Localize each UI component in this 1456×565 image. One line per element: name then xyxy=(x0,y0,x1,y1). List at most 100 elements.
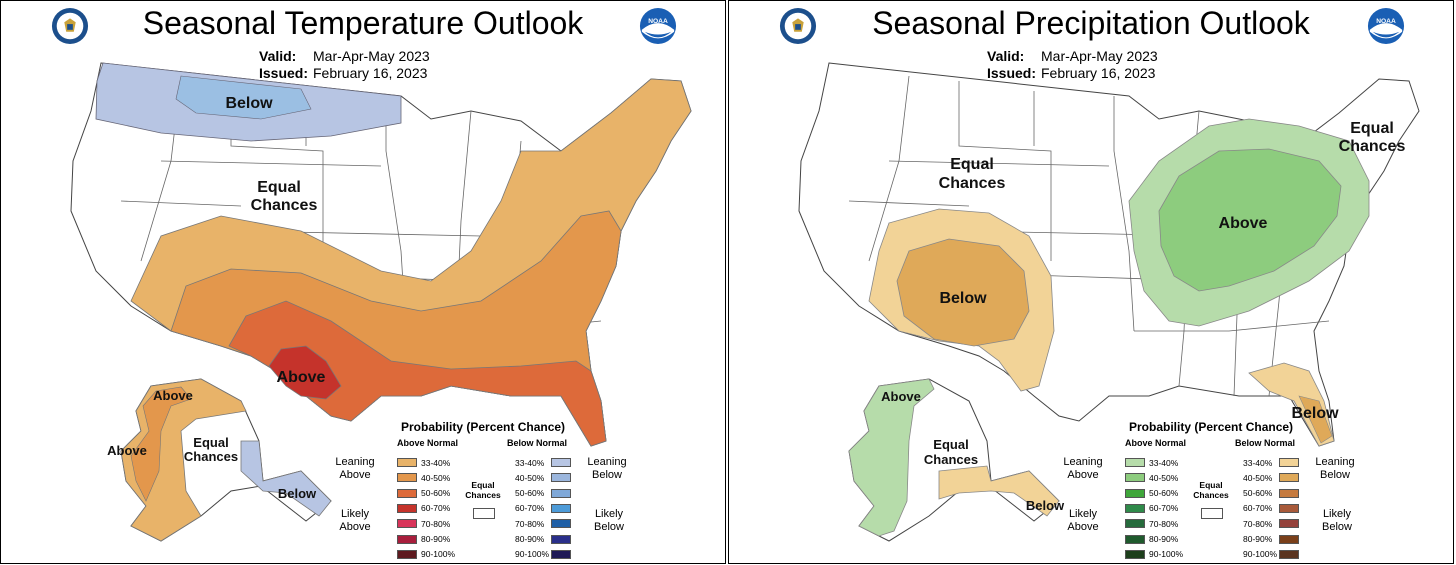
legend-head-above: Above Normal xyxy=(397,438,459,448)
temperature-legend: Probability (Percent Chance) Above Norma… xyxy=(335,420,715,560)
legend-swatch-below xyxy=(1279,503,1299,513)
precip-label-above-ne: Above xyxy=(1219,215,1268,232)
legend-range-below: 60-70% xyxy=(1243,503,1273,514)
legend-title: Probability (Percent Chance) xyxy=(401,420,566,434)
temperature-meta: Valid: Mar-Apr-May 2023 Issued: February 1… xyxy=(259,48,430,82)
precipitation-map: Equal Chances Below Above Equal Chances … xyxy=(798,62,1420,542)
legend-equal-swatch xyxy=(1201,508,1223,519)
legend-head-above: Above Normal xyxy=(1125,438,1187,448)
precipitation-meta: Valid: Mar-Apr-May 2023 Issued: February 1… xyxy=(987,48,1158,82)
temp-label-ak-below: Below xyxy=(278,486,317,501)
precip-label-below-sw: Below xyxy=(939,290,987,307)
valid-value: Mar-Apr-May 2023 xyxy=(1041,48,1158,64)
legend-range-below: 40-50% xyxy=(1243,472,1273,483)
temperature-title: Seasonal Temperature Outlook xyxy=(142,5,584,41)
temp-label-below: Below xyxy=(225,95,273,112)
legend-range-above: 90-100% xyxy=(421,549,456,560)
precip-label-ak-equal-2: Chances xyxy=(924,452,978,467)
precip-label-equal-west-1: Equal xyxy=(950,156,994,173)
legend-range-above: 40-50% xyxy=(1149,472,1179,483)
legend-swatch-above xyxy=(1125,549,1145,559)
valid-label: Valid: xyxy=(987,48,1025,64)
legend-range-above: 70-80% xyxy=(1149,518,1179,529)
noaa-logo-icon: NOAA xyxy=(639,7,677,45)
precip-label-ak-equal-1: Equal xyxy=(933,437,968,452)
legend-swatch-above xyxy=(397,503,417,513)
precip-label-ak-below: Below xyxy=(1026,498,1065,513)
commerce-seal-icon xyxy=(779,7,817,45)
legend-swatch-above xyxy=(1125,503,1145,513)
precipitation-legend: Probability (Percent Chance) Above Norma… xyxy=(1063,420,1443,560)
legend-range-above: 80-90% xyxy=(421,534,451,544)
legend-range-above: 50-60% xyxy=(421,488,451,499)
legend-swatch-below xyxy=(1279,488,1299,498)
legend-swatch-below xyxy=(551,503,571,513)
legend-likely-below: Likely Below xyxy=(594,508,624,533)
svg-text:NOAA: NOAA xyxy=(648,18,668,25)
precip-above-40-region xyxy=(1158,148,1342,292)
legend-swatch-above xyxy=(1125,458,1145,467)
temp-label-above: Above xyxy=(277,369,326,386)
legend-swatch-above xyxy=(397,534,417,544)
legend-swatch-above xyxy=(1125,473,1145,483)
precip-label-equal-west-2: Chances xyxy=(939,175,1006,192)
issued-label: Issued: xyxy=(987,65,1037,81)
legend-swatch-above xyxy=(397,473,417,483)
temp-below-inner-region xyxy=(175,75,312,120)
legend-range-above: 33-40% xyxy=(1149,457,1179,468)
legend-equal-chances: Equal Chances xyxy=(1193,480,1229,500)
legend-swatch-below xyxy=(551,534,571,544)
legend-likely-above: Likely Above xyxy=(339,508,371,533)
legend-swatch-above xyxy=(397,549,417,559)
legend-swatch-below xyxy=(1279,519,1299,529)
legend-head-below: Below Normal xyxy=(1235,438,1296,448)
legend-leaning-above: Leaning Above xyxy=(335,456,375,481)
legend-likely-below: Likely Below xyxy=(1322,508,1352,533)
legend-range-below: 60-70% xyxy=(515,503,545,514)
temp-label-ak-above-west: Above xyxy=(107,443,147,458)
legend-head-below: Below Normal xyxy=(507,438,568,448)
precip-label-equal-ne-1: Equal xyxy=(1350,120,1394,137)
legend-swatch-below xyxy=(551,473,571,483)
precip-label-ak-above: Above xyxy=(881,389,921,404)
issued-value: February 16, 2023 xyxy=(1041,65,1156,81)
legend-swatch-above xyxy=(1125,519,1145,529)
temp-above-60-region xyxy=(268,345,342,400)
issued-value: February 16, 2023 xyxy=(313,65,428,81)
legend-range-below: 50-60% xyxy=(1243,488,1273,499)
valid-label: Valid: xyxy=(259,48,297,64)
svg-text:NOAA: NOAA xyxy=(1376,18,1396,25)
legend-range-below: 33-40% xyxy=(515,457,545,468)
precip-label-equal-ne-2: Chances xyxy=(1339,138,1406,155)
legend-swatch-below xyxy=(551,488,571,498)
temp-label-ak-equal-1: Equal xyxy=(193,435,228,450)
legend-leaning-below: Leaning Below xyxy=(587,456,627,481)
legend-range-below: 33-40% xyxy=(1243,457,1273,468)
legend-swatch-above xyxy=(397,488,417,498)
legend-range-below: 80-90% xyxy=(1243,534,1273,544)
temp-label-equal-2: Chances xyxy=(251,197,318,214)
legend-range-below: 70-80% xyxy=(1243,518,1273,529)
legend-range-below: 90-100% xyxy=(1243,549,1278,560)
legend-swatch-below xyxy=(1279,473,1299,483)
valid-value: Mar-Apr-May 2023 xyxy=(313,48,430,64)
legend-swatch-below xyxy=(1279,534,1299,544)
legend-leaning-below: Leaning Below xyxy=(1315,456,1355,481)
noaa-logo-icon: NOAA xyxy=(1367,7,1405,45)
temp-label-ak-equal-2: Chances xyxy=(184,449,238,464)
alaska-below-region xyxy=(938,465,1060,517)
alaska-above-40-region xyxy=(130,386,192,502)
alaska-below-region xyxy=(240,440,332,517)
legend-range-above: 90-100% xyxy=(1149,549,1184,560)
precipitation-panel: Equal Chances Below Above Equal Chances … xyxy=(728,0,1454,564)
legend-range-below: 90-100% xyxy=(515,549,550,560)
commerce-seal-icon xyxy=(51,7,89,45)
alaska-above-region xyxy=(848,378,935,537)
legend-swatch-below xyxy=(551,549,571,559)
precipitation-title: Seasonal Precipitation Outlook xyxy=(872,5,1310,41)
precip-fl-below-40-region xyxy=(1298,395,1333,444)
temp-label-equal-1: Equal xyxy=(257,179,301,196)
temp-label-ak-above-north: Above xyxy=(153,388,193,403)
legend-swatch-below xyxy=(551,458,571,467)
